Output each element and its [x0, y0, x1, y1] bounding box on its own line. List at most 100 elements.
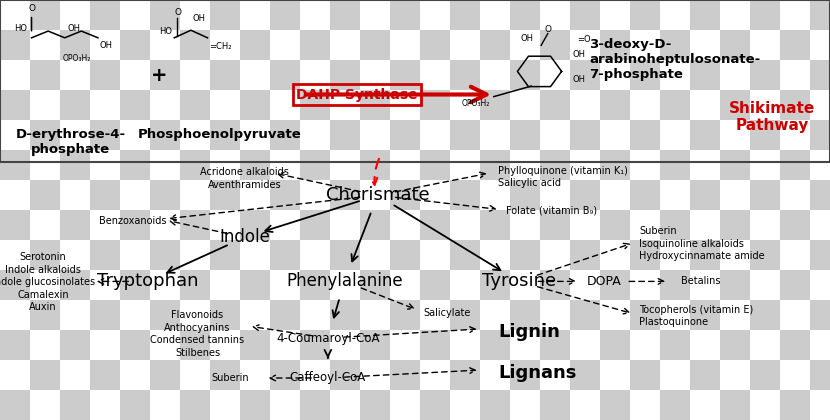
Bar	[450, 180, 480, 210]
Bar	[510, 150, 540, 180]
Bar	[120, 150, 150, 180]
Bar	[480, 30, 510, 60]
Bar	[390, 360, 420, 390]
Bar	[390, 300, 420, 330]
Bar	[120, 90, 150, 120]
Bar	[210, 210, 240, 240]
Bar	[810, 150, 830, 180]
Text: Lignin: Lignin	[498, 323, 560, 341]
Bar	[360, 270, 390, 300]
Bar	[660, 0, 690, 30]
Bar	[150, 0, 180, 30]
Bar	[360, 120, 390, 150]
Bar	[240, 0, 270, 30]
Bar	[0, 390, 30, 420]
Bar	[0, 180, 30, 210]
Bar	[660, 360, 690, 390]
Bar	[540, 120, 570, 150]
Bar	[30, 210, 60, 240]
Bar	[120, 30, 150, 60]
Text: OH: OH	[100, 41, 113, 50]
Bar	[300, 240, 330, 270]
Bar	[150, 390, 180, 420]
Bar	[90, 150, 120, 180]
Bar	[60, 30, 90, 60]
Bar	[540, 150, 570, 180]
Bar	[300, 180, 330, 210]
Bar	[720, 180, 750, 210]
Bar	[750, 300, 780, 330]
Bar	[750, 360, 780, 390]
Bar	[420, 30, 450, 60]
Text: OH: OH	[573, 75, 586, 84]
Bar	[30, 90, 60, 120]
Bar	[180, 240, 210, 270]
Bar	[720, 90, 750, 120]
Bar	[630, 300, 660, 330]
Bar	[360, 390, 390, 420]
Bar	[300, 360, 330, 390]
Bar	[60, 60, 90, 90]
Bar	[600, 30, 630, 60]
Bar	[120, 300, 150, 330]
Bar	[0, 30, 30, 60]
Bar	[90, 60, 120, 90]
Bar	[810, 390, 830, 420]
Bar	[270, 150, 300, 180]
Bar	[30, 240, 60, 270]
Bar	[450, 330, 480, 360]
Bar	[300, 300, 330, 330]
Bar	[0, 90, 30, 120]
Bar	[150, 60, 180, 90]
Bar	[60, 150, 90, 180]
Bar	[150, 30, 180, 60]
Bar	[180, 90, 210, 120]
Bar	[480, 300, 510, 330]
Bar	[660, 120, 690, 150]
Text: Suberin: Suberin	[212, 373, 249, 383]
Bar	[660, 90, 690, 120]
Bar	[30, 30, 60, 60]
Bar	[60, 300, 90, 330]
Bar	[510, 30, 540, 60]
Bar	[300, 120, 330, 150]
Bar	[540, 390, 570, 420]
Bar	[120, 60, 150, 90]
Bar	[420, 210, 450, 240]
Bar	[630, 210, 660, 240]
Bar	[300, 330, 330, 360]
Bar	[90, 360, 120, 390]
Bar	[690, 390, 720, 420]
Bar	[510, 60, 540, 90]
Bar	[450, 270, 480, 300]
Bar	[390, 330, 420, 360]
Bar	[750, 270, 780, 300]
Bar	[270, 120, 300, 150]
Text: OPO₃H₂: OPO₃H₂	[63, 54, 91, 63]
Bar	[450, 360, 480, 390]
Bar	[210, 30, 240, 60]
Text: D-erythrose-4-
phosphate: D-erythrose-4- phosphate	[16, 128, 125, 156]
Bar	[420, 240, 450, 270]
Bar	[240, 270, 270, 300]
Bar	[90, 90, 120, 120]
Bar	[480, 270, 510, 300]
Bar	[480, 180, 510, 210]
Text: 4-Coumaroyl-CoA: 4-Coumaroyl-CoA	[276, 332, 379, 344]
Bar	[780, 0, 810, 30]
Text: OH: OH	[193, 14, 206, 24]
Bar	[810, 300, 830, 330]
Bar	[330, 360, 360, 390]
Bar	[810, 360, 830, 390]
Bar	[810, 60, 830, 90]
Bar	[510, 0, 540, 30]
Bar	[390, 90, 420, 120]
Bar	[390, 30, 420, 60]
Bar	[330, 240, 360, 270]
Bar	[630, 240, 660, 270]
Text: Betalins: Betalins	[681, 276, 720, 286]
Bar	[330, 150, 360, 180]
Bar	[480, 240, 510, 270]
Bar	[750, 180, 780, 210]
Bar	[180, 300, 210, 330]
